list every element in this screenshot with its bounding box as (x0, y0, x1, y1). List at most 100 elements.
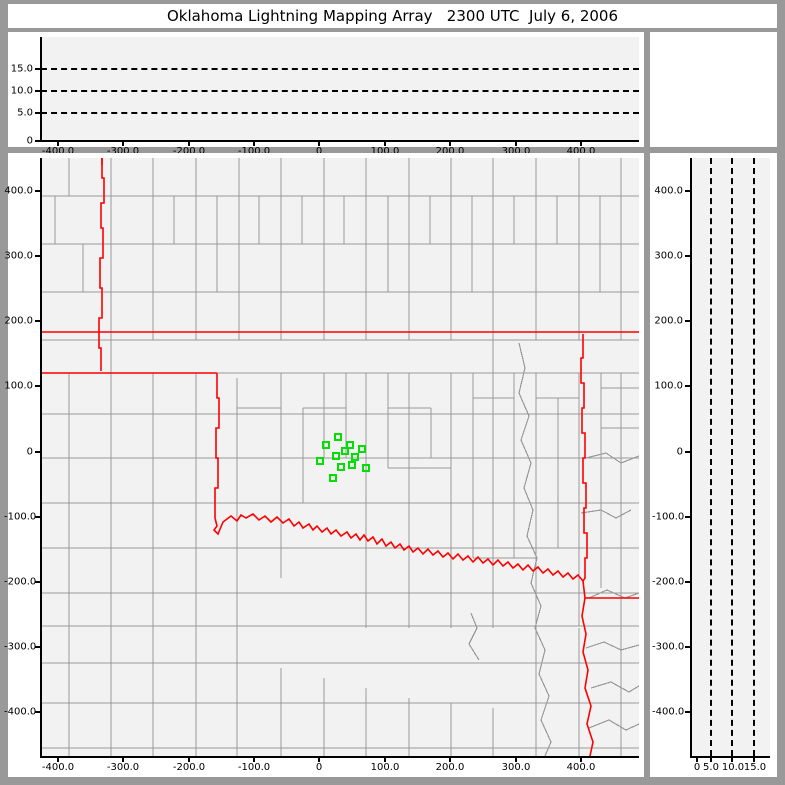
source-marker (348, 461, 356, 469)
hn-y-tick-label-200: 200.0 (654, 315, 683, 327)
hn-x-tick-label-15: 15.0 (743, 762, 767, 773)
gridline-x-10 (731, 158, 733, 756)
x-tick-label-n400: -400.0 (41, 146, 75, 157)
map-y-axis-line (40, 158, 42, 757)
map-y-tick-label-n200: -200.0 (4, 576, 37, 588)
x-tick-n200 (188, 140, 190, 146)
height-north-plot-area[interactable] (691, 158, 770, 756)
x-tick-n100 (253, 140, 255, 146)
source-marker (337, 463, 345, 471)
hn-y-tick-n100 (685, 516, 691, 518)
y-tick-label-5: 5.0 (17, 107, 33, 119)
x-tick-label-n200: -200.0 (172, 146, 206, 157)
x-tick-label-0: 0 (315, 146, 323, 157)
x-tick-label-200: 200.0 (435, 146, 465, 157)
map-x-tick-n200 (188, 756, 190, 762)
time-height-panel: 0 5.0 10.0 15.0 -400.0 -300.0 -200.0 -10… (8, 32, 644, 157)
map-x-tick-label-n200: -200.0 (172, 762, 206, 773)
source-count-panel (650, 32, 777, 147)
map-y-tick-label-300: 300.0 (4, 250, 33, 262)
map-x-tick-n100 (253, 756, 255, 762)
map-y-tick-400 (35, 190, 41, 192)
map-x-tick-label-300: 300.0 (501, 762, 531, 773)
map-y-tick-label-n400: -400.0 (4, 706, 37, 718)
map-y-tick-n400 (35, 711, 41, 713)
hn-y-tick-200 (685, 320, 691, 322)
y-tick-label-10: 10.0 (10, 85, 33, 97)
x-tick-label-n100: -100.0 (237, 146, 271, 157)
x-tick-400 (580, 140, 582, 146)
map-x-tick-label-n400: -400.0 (41, 762, 75, 773)
y-tick-5 (35, 112, 41, 114)
source-marker (329, 474, 337, 482)
hn-x-tick-10 (731, 756, 733, 762)
map-x-tick-label-200: 200.0 (435, 762, 465, 773)
map-y-tick-label-n100: -100.0 (4, 511, 37, 523)
map-y-tick-300 (35, 255, 41, 257)
map-y-tick-label-n300: -300.0 (4, 641, 37, 653)
hn-y-axis-line (690, 158, 692, 757)
map-y-tick-n100 (35, 516, 41, 518)
gridline-x-15 (753, 158, 755, 756)
map-x-tick-label-100: 100.0 (370, 762, 400, 773)
hn-y-tick-label-n400: -400.0 (652, 706, 685, 718)
source-marker (358, 445, 366, 453)
map-x-tick-label-400: 400.0 (566, 762, 596, 773)
map-y-tick-100 (35, 385, 41, 387)
map-y-tick-n300 (35, 646, 41, 648)
source-marker (346, 441, 354, 449)
hn-y-tick-label-100: 100.0 (654, 380, 683, 392)
y-tick-15 (35, 68, 41, 70)
hn-x-tick-0 (696, 756, 698, 762)
source-marker (351, 453, 359, 461)
time-height-plot-area (41, 37, 639, 140)
x-tick-label-300: 300.0 (501, 146, 531, 157)
map-x-tick-0 (318, 756, 320, 762)
y-tick-0 (35, 140, 41, 142)
source-marker (362, 464, 370, 472)
source-marker (316, 457, 324, 465)
y-axis-line (40, 37, 42, 141)
x-tick-label-n300: -300.0 (106, 146, 140, 157)
map-x-tick-n300 (122, 756, 124, 762)
gridline-x-5 (710, 158, 712, 756)
x-tick-0 (318, 140, 320, 146)
hn-y-tick-400 (685, 190, 691, 192)
map-x-tick-label-0: 0 (315, 762, 323, 773)
map-y-tick-0 (35, 451, 41, 453)
hn-y-tick-label-400: 400.0 (654, 185, 683, 197)
hn-y-tick-0 (685, 451, 691, 453)
map-x-tick-200 (449, 756, 451, 762)
map-geography (41, 158, 639, 756)
hn-y-tick-n200 (685, 581, 691, 583)
hn-y-tick-label-n200: -200.0 (652, 576, 685, 588)
x-tick-label-100: 100.0 (370, 146, 400, 157)
map-y-tick-label-200: 200.0 (4, 315, 33, 327)
y-tick-10 (35, 90, 41, 92)
hn-y-tick-100 (685, 385, 691, 387)
map-x-tick-100 (384, 756, 386, 762)
hn-y-tick-label-n300: -300.0 (652, 641, 685, 653)
y-tick-label-0: 0 (26, 135, 33, 147)
hn-x-axis-line (690, 756, 770, 758)
map-y-tick-label-0: 0 (26, 446, 33, 458)
hn-x-tick-15 (753, 756, 755, 762)
map-y-tick-200 (35, 320, 41, 322)
hn-y-tick-300 (685, 255, 691, 257)
map-x-tick-400 (580, 756, 582, 762)
gridline-5 (41, 112, 639, 114)
map-x-axis-line (40, 756, 639, 758)
hn-y-tick-label-n100: -100.0 (652, 511, 685, 523)
map-x-tick-label-n100: -100.0 (237, 762, 271, 773)
map-y-tick-label-100: 100.0 (4, 380, 33, 392)
plan-view-plot-area[interactable] (41, 158, 639, 756)
gridline-10 (41, 90, 639, 92)
map-y-tick-n200 (35, 581, 41, 583)
x-tick-label-400: 400.0 (566, 146, 596, 157)
y-tick-label-15: 15.0 (10, 63, 33, 75)
map-x-tick-n400 (57, 756, 59, 762)
hn-y-tick-n400 (685, 711, 691, 713)
x-tick-n400 (57, 140, 59, 146)
hn-y-tick-label-0: 0 (676, 446, 683, 458)
